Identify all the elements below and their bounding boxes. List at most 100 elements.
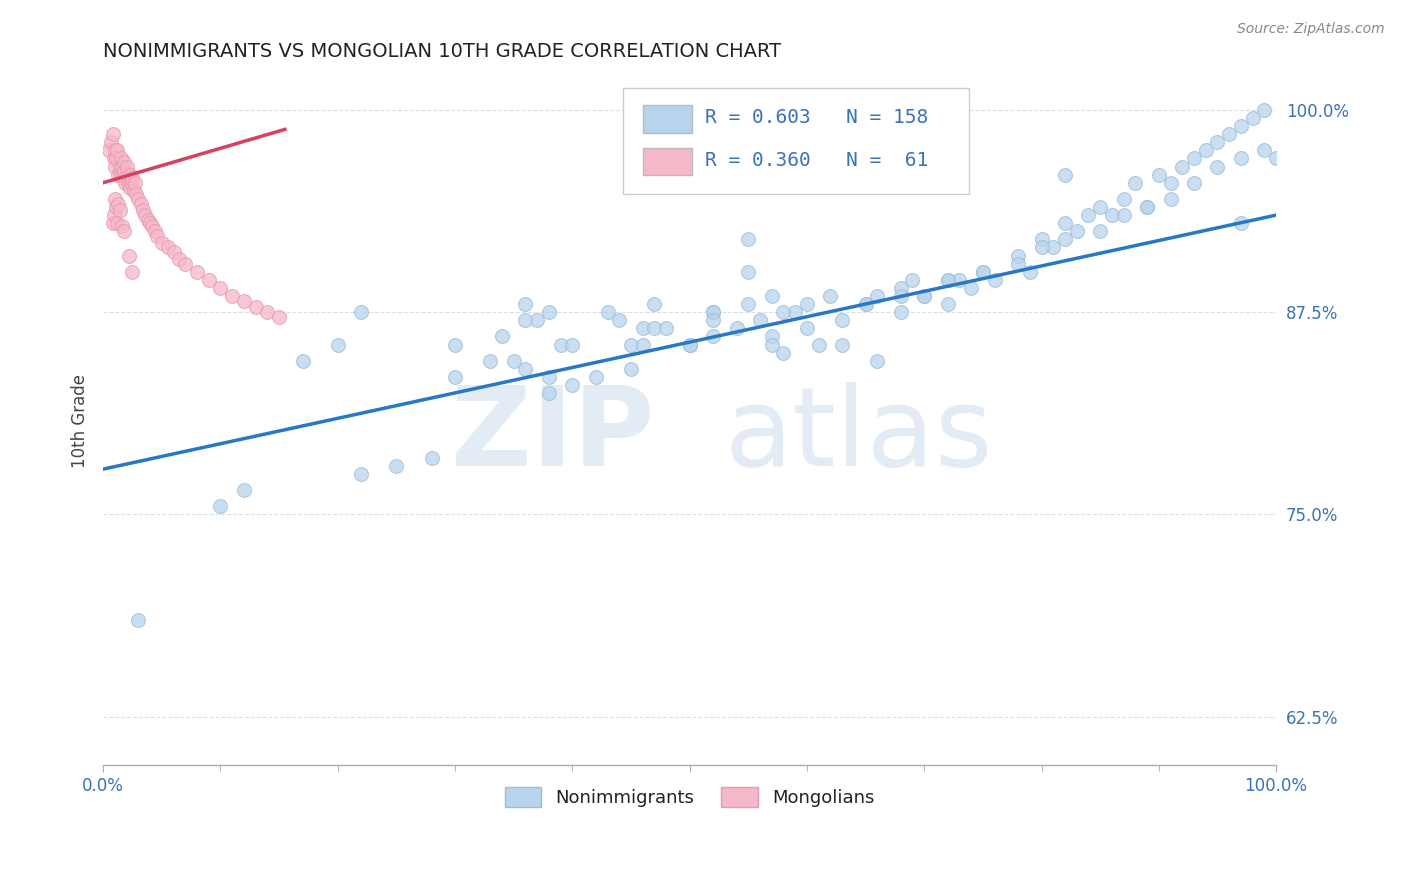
Point	[972, 265, 994, 279]
Point	[111, 160, 134, 174]
Point	[537, 386, 560, 401]
Point	[291, 353, 314, 368]
Point	[1265, 152, 1288, 166]
Point	[132, 203, 155, 218]
Point	[515, 361, 537, 376]
Point	[221, 289, 243, 303]
FancyBboxPatch shape	[643, 105, 692, 133]
Point	[890, 281, 912, 295]
Point	[107, 168, 129, 182]
Point	[121, 170, 143, 185]
Point	[105, 152, 128, 166]
Point	[134, 208, 156, 222]
Point	[232, 293, 254, 308]
Point	[561, 337, 583, 351]
Point	[108, 203, 131, 218]
Point	[936, 273, 959, 287]
Point	[1018, 265, 1040, 279]
Point	[631, 321, 654, 335]
Point	[136, 213, 159, 227]
Point	[515, 297, 537, 311]
Point	[444, 370, 467, 384]
Point	[1136, 200, 1159, 214]
Point	[112, 154, 135, 169]
Point	[110, 168, 132, 182]
Point	[105, 216, 128, 230]
Point	[537, 305, 560, 319]
Point	[761, 337, 783, 351]
Point	[256, 305, 278, 319]
Point	[124, 176, 146, 190]
Point	[1230, 152, 1253, 166]
Point	[702, 313, 724, 327]
Point	[796, 321, 818, 335]
Point	[146, 229, 169, 244]
Point	[350, 467, 373, 481]
Point	[678, 337, 700, 351]
Point	[115, 168, 138, 182]
Point	[120, 168, 142, 182]
Point	[866, 289, 889, 303]
Point	[150, 235, 173, 250]
Text: Source: ZipAtlas.com: Source: ZipAtlas.com	[1237, 22, 1385, 37]
Text: NONIMMIGRANTS VS MONGOLIAN 10TH GRADE CORRELATION CHART: NONIMMIGRANTS VS MONGOLIAN 10TH GRADE CO…	[103, 42, 782, 61]
Text: R = 0.360: R = 0.360	[704, 151, 811, 169]
Point	[890, 289, 912, 303]
Point	[607, 313, 630, 327]
Point	[550, 337, 572, 351]
Point	[186, 265, 208, 279]
Point	[820, 289, 842, 303]
Point	[901, 273, 924, 287]
Point	[1007, 257, 1029, 271]
Text: R = 0.603: R = 0.603	[704, 108, 811, 127]
Point	[112, 164, 135, 178]
Point	[585, 370, 607, 384]
Point	[350, 305, 373, 319]
Point	[103, 208, 125, 222]
Point	[385, 458, 408, 473]
Point	[936, 273, 959, 287]
Point	[702, 305, 724, 319]
Point	[831, 337, 853, 351]
Point	[515, 313, 537, 327]
Point	[855, 297, 877, 311]
Point	[104, 144, 127, 158]
Point	[98, 144, 121, 158]
Point	[737, 265, 759, 279]
Point	[127, 192, 149, 206]
Point	[1101, 208, 1123, 222]
Point	[983, 273, 1005, 287]
Point	[890, 305, 912, 319]
Point	[1136, 200, 1159, 214]
Point	[1206, 136, 1229, 150]
Point	[121, 265, 143, 279]
Point	[620, 361, 643, 376]
Point	[120, 176, 142, 190]
Point	[1007, 249, 1029, 263]
Point	[1088, 200, 1111, 214]
Point	[537, 370, 560, 384]
Point	[912, 289, 935, 303]
Point	[785, 305, 807, 319]
Point	[209, 500, 232, 514]
Point	[972, 265, 994, 279]
Text: atlas: atlas	[725, 382, 993, 489]
Point	[678, 337, 700, 351]
FancyBboxPatch shape	[643, 148, 692, 175]
Point	[1206, 160, 1229, 174]
Point	[267, 310, 290, 324]
Point	[104, 160, 127, 174]
Point	[831, 313, 853, 327]
Point	[491, 329, 513, 343]
Point	[120, 180, 142, 194]
Point	[108, 160, 131, 174]
Point	[643, 321, 665, 335]
Point	[1230, 216, 1253, 230]
Point	[104, 192, 127, 206]
Point	[655, 321, 678, 335]
Point	[232, 483, 254, 498]
Point	[139, 216, 162, 230]
Point	[162, 245, 184, 260]
Point	[143, 224, 166, 238]
Point	[141, 219, 163, 234]
